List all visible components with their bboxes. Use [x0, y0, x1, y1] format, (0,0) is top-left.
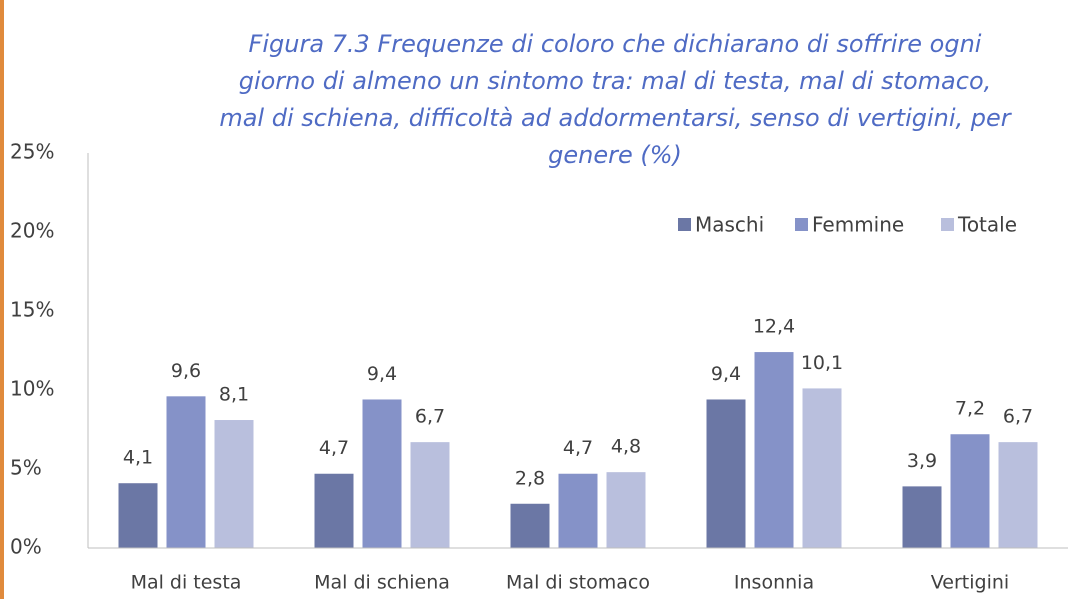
y-tick-label: 20% [10, 219, 54, 243]
data-label: 4,7 [563, 437, 593, 459]
bar [802, 388, 842, 548]
bar [606, 472, 646, 548]
data-label: 7,2 [955, 398, 985, 420]
x-tick-label: Mal di stomaco [506, 572, 650, 594]
data-label: 12,4 [753, 316, 795, 338]
data-label: 10,1 [801, 352, 843, 374]
y-tick-label: 0% [10, 535, 42, 559]
x-tick-label: Insonnia [734, 572, 814, 594]
legend-label: Maschi [695, 213, 764, 237]
y-tick-label: 5% [10, 456, 42, 480]
y-tick-label: 10% [10, 377, 54, 401]
bar [754, 352, 794, 548]
bar [902, 486, 942, 548]
y-tick-label: 15% [10, 298, 54, 322]
data-label: 4,8 [611, 436, 641, 458]
chart-title: mal di schiena, difficoltà ad addormenta… [219, 104, 1012, 132]
legend-label: Totale [957, 213, 1017, 237]
data-label: 8,1 [219, 384, 249, 406]
bar [166, 396, 206, 548]
data-label: 9,4 [711, 363, 741, 385]
bar [510, 503, 550, 548]
left-border [0, 0, 4, 599]
bar [214, 420, 254, 548]
chart-title: Figura 7.3 Frequenze di coloro che dichi… [249, 30, 982, 58]
bar [410, 442, 450, 548]
bar [314, 473, 354, 548]
legend-swatch [678, 218, 691, 231]
bar [706, 399, 746, 548]
data-label: 2,8 [515, 467, 545, 489]
data-label: 9,4 [367, 363, 397, 385]
x-tick-label: Mal di testa [131, 572, 242, 594]
bar [118, 483, 158, 548]
legend-swatch [941, 218, 954, 231]
bar [558, 473, 598, 548]
legend-swatch [795, 218, 808, 231]
chart-title: giorno di almeno un sintomo tra: mal di … [239, 67, 992, 95]
y-tick-label: 25% [10, 140, 54, 164]
bar [998, 442, 1038, 548]
data-label: 9,6 [171, 360, 201, 382]
legend-label: Femmine [812, 213, 904, 237]
bar [950, 434, 990, 548]
bar [362, 399, 402, 548]
data-label: 3,9 [907, 450, 937, 472]
data-label: 4,7 [319, 437, 349, 459]
chart-title: genere (%) [548, 141, 682, 169]
data-label: 4,1 [123, 447, 153, 469]
data-label: 6,7 [1003, 406, 1033, 428]
x-tick-label: Vertigini [931, 572, 1009, 594]
data-label: 6,7 [415, 406, 445, 428]
x-tick-label: Mal di schiena [314, 572, 450, 594]
